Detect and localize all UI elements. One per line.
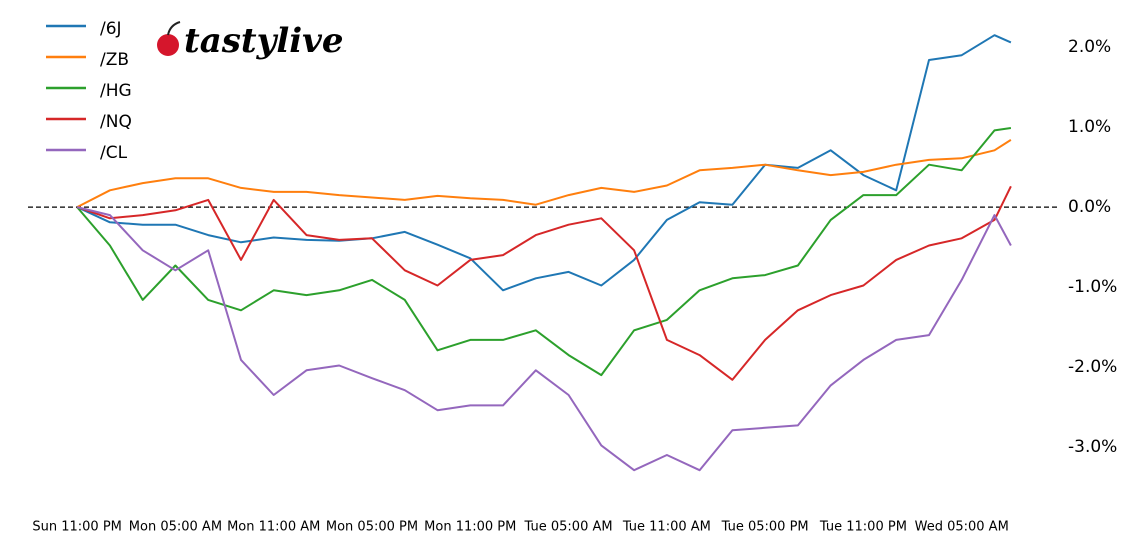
logo-stem (167, 21, 181, 36)
legend-label: /6J (100, 19, 122, 39)
y-tick-label: -2.0% (1068, 357, 1117, 377)
x-tick-label: Tue 05:00 AM (524, 520, 613, 535)
logo-text: tastylive (184, 21, 344, 61)
x-tick-label: Tue 11:00 AM (622, 520, 711, 535)
legend-label: /CL (100, 143, 128, 163)
x-tick-label: Wed 05:00 AM (915, 520, 1009, 535)
series-line (76, 127, 1012, 377)
y-tick-label: -3.0% (1068, 437, 1117, 457)
y-tick-label: -1.0% (1068, 277, 1117, 297)
series-line (76, 185, 1012, 381)
series-line (76, 34, 1012, 292)
series-line (76, 206, 1012, 472)
logo: tastylive (157, 21, 344, 61)
y-tick-label: 2.0% (1068, 37, 1111, 57)
legend-label: /ZB (100, 50, 129, 70)
x-tick-label: Mon 05:00 AM (129, 520, 222, 535)
x-tick-label: Tue 05:00 PM (721, 520, 809, 535)
y-tick-label: 1.0% (1068, 117, 1111, 137)
legend-label: /HG (100, 81, 132, 101)
logo-cherry (157, 34, 179, 56)
x-tick-label: Mon 11:00 AM (227, 520, 320, 535)
series-line (76, 139, 1012, 208)
legend-label: /NQ (100, 112, 132, 132)
x-tick-label: Mon 05:00 PM (326, 520, 418, 535)
y-tick-label: 0.0% (1068, 197, 1111, 217)
x-tick-label: Tue 11:00 PM (819, 520, 907, 535)
x-tick-label: Sun 11:00 PM (32, 520, 122, 535)
x-tick-label: Mon 11:00 PM (424, 520, 516, 535)
